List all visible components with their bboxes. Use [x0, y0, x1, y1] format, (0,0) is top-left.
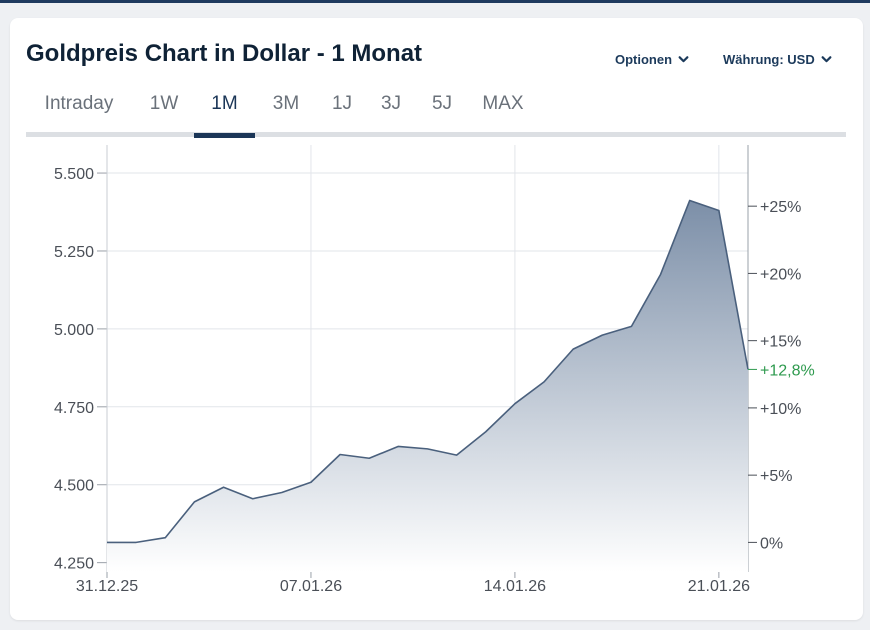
tab-label: 3M	[272, 93, 300, 114]
pct-tick-label: +15%	[760, 334, 801, 351]
tab-label: 1W	[149, 93, 179, 114]
pct-tick-label: 0%	[760, 535, 783, 552]
tab-label: MAX	[482, 93, 524, 114]
y-tick-label: 4.500	[54, 478, 94, 495]
y-tick-label: 5.250	[54, 244, 94, 261]
tab-label: 5J	[431, 93, 453, 114]
top-accent-bar	[0, 0, 870, 3]
currency-label: Währung: USD	[723, 52, 815, 67]
x-tick-label: 07.01.26	[280, 578, 342, 595]
tab-1w[interactable]: 1W	[142, 92, 186, 132]
tab-3m[interactable]: 3M	[264, 92, 308, 132]
x-tick-label: 21.01.26	[688, 578, 750, 595]
timeframe-tabs: Intraday 1W 1M 3M 1J 3J 5J MAX	[26, 86, 846, 138]
tab-label: Intraday	[44, 93, 114, 114]
y-tick-label: 5.500	[54, 166, 94, 183]
tab-1j[interactable]: 1J	[326, 92, 358, 132]
x-tick-label: 14.01.26	[484, 578, 546, 595]
page-title: Goldpreis Chart in Dollar - 1 Monat	[26, 40, 423, 67]
y-tick-label: 5.000	[54, 322, 94, 339]
pct-tick-label: +25%	[760, 199, 801, 216]
tab-label: 1J	[331, 93, 353, 114]
tab-label: 1M	[211, 93, 238, 114]
tab-5j[interactable]: 5J	[426, 92, 458, 132]
price-area	[107, 200, 748, 573]
x-tick-label: 31.12.25	[76, 578, 138, 595]
y-tick-label: 4.750	[54, 400, 94, 417]
pct-tick-label: +5%	[760, 468, 792, 485]
tab-max[interactable]: MAX	[478, 92, 528, 132]
tab-intraday[interactable]: Intraday	[32, 92, 126, 132]
pct-tick-label: +20%	[760, 266, 801, 283]
price-line	[107, 199, 749, 544]
chevron-down-icon	[678, 56, 689, 63]
options-label: Optionen	[615, 52, 673, 67]
currency-dropdown[interactable]: Währung: USD	[723, 52, 832, 67]
tab-1m[interactable]: 1M	[194, 92, 255, 138]
chevron-down-icon	[821, 56, 832, 63]
pct-tick-label: +10%	[760, 401, 801, 418]
last-change-label: +12,8%	[760, 362, 815, 379]
y-tick-label: 4.250	[54, 556, 94, 573]
tab-label: 3J	[380, 93, 402, 114]
tab-3j[interactable]: 3J	[375, 92, 407, 132]
options-dropdown[interactable]: Optionen	[615, 52, 689, 67]
